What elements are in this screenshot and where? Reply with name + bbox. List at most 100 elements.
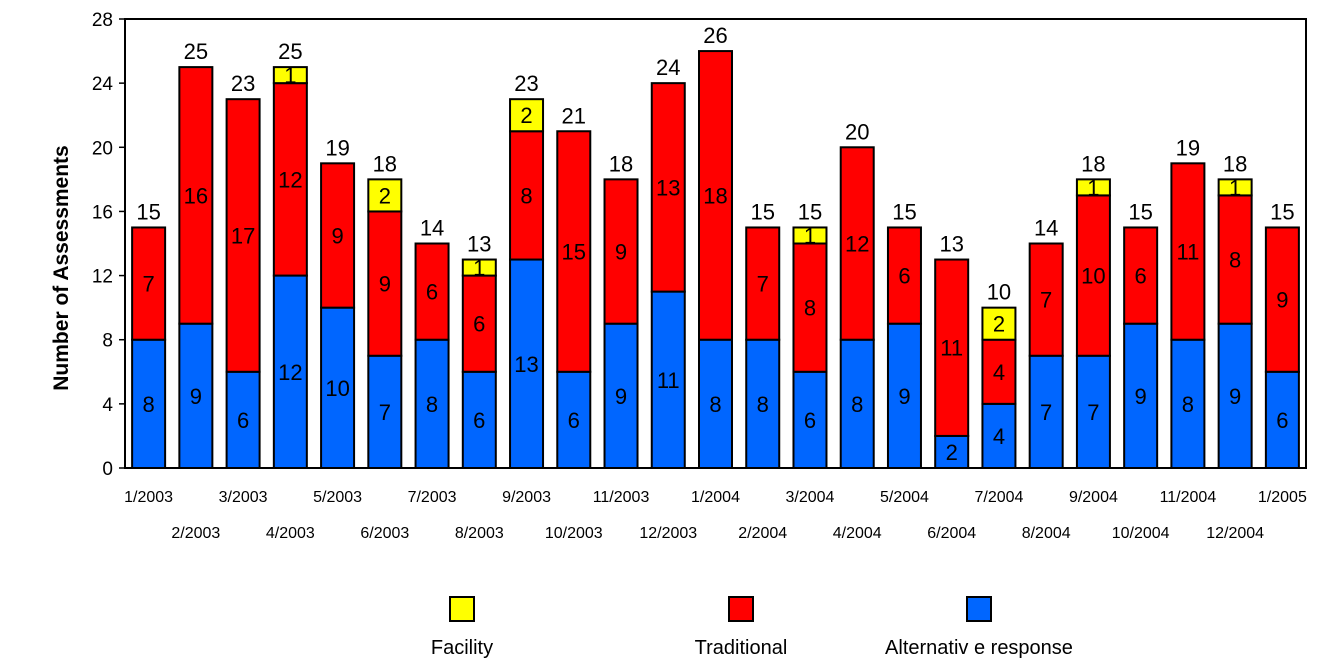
segment-value-label: 9 [615,240,627,265]
segment-value-label: 9 [331,223,343,248]
x-tick-label: 5/2003 [313,489,362,506]
y-tick-label: 28 [92,10,113,31]
plot-area: 048121620242887151/2003916252/2003617233… [92,10,1307,542]
segment-value-label: 6 [1135,264,1147,289]
segment-value-label: 12 [845,232,869,257]
x-tick-label: 6/2003 [360,525,409,542]
total-value-label: 25 [278,39,302,64]
segment-value-label: 8 [142,392,154,417]
segment-value-label: 11 [657,368,680,393]
bar-segment-traditional [1123,226,1159,325]
bar-segment-traditional [1264,226,1300,373]
total-value-label: 14 [420,216,444,241]
segment-value-label: 4 [993,360,1005,385]
bar-segment-facility [367,178,403,213]
bar-segment-alternativ-e-response [272,274,308,470]
segment-value-label: 16 [184,183,208,208]
legend: Facility Traditional Alternativ e response [431,596,1073,659]
segment-value-label: 7 [1040,400,1052,425]
total-value-label: 15 [892,199,916,224]
total-value-label: 13 [467,232,491,257]
segment-value-label: 8 [1229,248,1241,273]
x-tick-label: 8/2003 [455,525,504,542]
segment-value-label: 6 [804,408,816,433]
segment-value-label: 7 [379,400,391,425]
y-tick-label: 12 [92,267,113,288]
segment-value-label: 6 [1276,408,1288,433]
bar-segment-alternativ-e-response [509,258,545,469]
bar-segment-traditional [131,226,167,341]
segment-value-label: 7 [1087,400,1099,425]
segment-value-label: 9 [379,272,391,297]
segment-value-label: 9 [898,384,910,409]
bar-segment-traditional [698,50,733,341]
segment-value-label: 1 [1229,175,1241,200]
y-tick-label: 4 [102,395,113,416]
segment-value-label: 6 [568,408,580,433]
x-tick-label: 11/2004 [1160,489,1217,506]
x-tick-label: 1/2004 [691,489,740,506]
x-tick-label: 9/2003 [502,489,551,506]
segment-value-label: 7 [1040,288,1052,313]
bar-segment-traditional [650,82,686,293]
bar-segment-traditional [839,146,875,341]
total-value-label: 15 [1128,199,1152,224]
total-value-label: 19 [1176,135,1200,160]
segment-value-label: 1 [284,63,296,88]
bar-segment-alternativ-e-response [131,338,167,470]
x-tick-label: 2/2003 [171,525,220,542]
segment-value-label: 6 [426,280,438,305]
segment-value-label: 8 [426,392,438,417]
bar-segment-traditional [225,98,261,373]
total-value-label: 15 [1270,199,1294,224]
bar-segment-traditional [1028,242,1064,357]
total-value-label: 20 [845,119,869,144]
segment-value-label: 8 [851,392,863,417]
segment-value-label: 1 [804,223,816,248]
x-tick-label: 11/2003 [593,489,650,506]
bar-segment-traditional [556,130,592,373]
bar-segment-traditional [792,242,828,373]
bar-segment-alternativ-e-response [792,370,828,469]
x-tick-label: 8/2004 [1022,525,1071,542]
bar-segment-traditional [1170,162,1206,341]
segment-value-label: 12 [278,360,302,385]
segment-value-label: 17 [231,223,255,248]
segment-value-label: 7 [142,272,154,297]
total-value-label: 18 [1223,151,1247,176]
bar-segment-traditional [509,130,545,261]
x-tick-label: 12/2004 [1206,525,1264,542]
x-tick-label: 2/2004 [738,525,787,542]
y-tick-label: 24 [92,74,114,95]
x-tick-label: 9/2004 [1069,489,1118,506]
x-tick-label: 4/2003 [266,525,315,542]
bar-segment-alternativ-e-response [320,306,356,469]
x-tick-label: 3/2004 [786,489,835,506]
bar-segment-alternativ-e-response [934,434,970,469]
bar-segment-alternativ-e-response [367,354,403,469]
bar-segment-facility [1217,178,1253,197]
total-value-label: 15 [750,199,774,224]
segment-value-label: 11 [1176,240,1199,265]
segment-value-label: 1 [473,256,485,281]
bar-segment-traditional [272,82,308,277]
bar-segment-alternativ-e-response [981,402,1017,470]
segment-value-label: 1 [1087,175,1099,200]
bar-segment-traditional [1075,194,1111,357]
total-value-label: 23 [514,71,538,96]
bar-segment-facility [1075,178,1111,197]
segment-value-label: 6 [898,264,910,289]
segment-value-label: 8 [804,296,816,321]
segment-value-label: 9 [190,384,202,409]
segment-value-label: 6 [473,312,485,337]
legend-label: Facility [431,637,493,659]
x-tick-label: 7/2004 [974,489,1023,506]
bar-segment-traditional [981,338,1017,405]
x-tick-label: 6/2004 [927,525,976,542]
segment-value-label: 9 [1135,384,1147,409]
segment-value-label: 7 [757,272,769,297]
segment-value-label: 2 [379,183,391,208]
segment-value-label: 11 [940,336,963,361]
segment-value-label: 6 [237,408,249,433]
